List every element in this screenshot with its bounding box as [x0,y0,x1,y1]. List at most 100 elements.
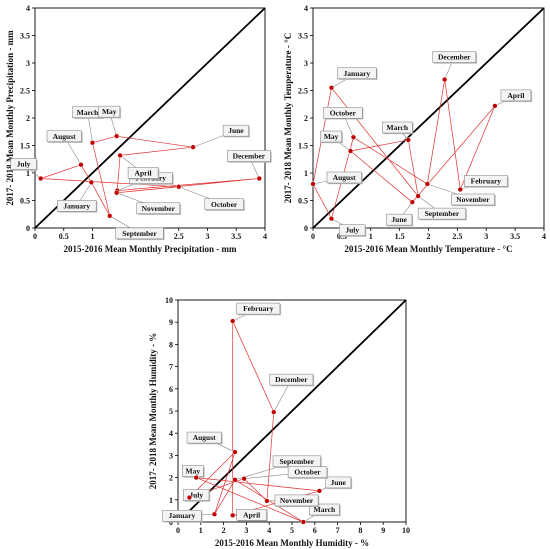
x-tick-label: 9 [381,526,385,535]
data-label-november: November [280,496,314,505]
callout-box-april [127,167,159,179]
y-tick-label: 0 [26,224,30,233]
data-label-september: September [280,457,315,466]
callout-box-february [464,175,508,187]
data-point-july [186,494,193,501]
callout-box-march [309,503,340,516]
humidity-chart: 0 1 2 3 4 5 6 7 8 9 10 0 1 2 3 4 5 6 7 8 9 10 2015-2016 Mean M… [148,296,410,548]
data-label-november: November [456,195,490,204]
temperature-chart: 00.511.522.533.5400.511.522.533.542015-2… [283,4,546,254]
callout-box-june [386,213,413,226]
callout-box-october [204,198,244,210]
data-point-june [409,199,415,205]
y-tick-label: 0 [304,224,308,233]
data-point-august [232,449,238,455]
data-label-december: December [233,152,266,161]
y-tick-label: 1.5 [298,142,308,151]
y-tick-label: 2 [169,474,173,483]
y-tick-label: 8 [169,340,173,349]
data-label-january: January [344,69,371,78]
callout-box-november [136,202,181,215]
x-tick-label: 3 [244,526,248,535]
y-tick-label: 3 [26,59,30,68]
data-point-december [442,76,448,83]
callout-box-january [57,200,97,212]
x-tick-label: 1.5 [395,232,405,241]
x-tick-label: 3 [484,232,488,241]
y-tick-label: 2.5 [20,87,30,96]
x-tick-label: 3.5 [510,232,520,241]
data-label-december: December [438,53,471,62]
data-point-april [230,512,236,518]
y-tick-label: 0.5 [20,197,30,206]
x-tick-label: 0.5 [59,232,69,241]
callout-box-november [451,193,495,206]
callout-box-september [417,207,466,220]
data-point-december [271,409,277,415]
x-tick-label: 2 [222,526,226,535]
data-label-may: May [324,132,339,141]
data-point-may [114,133,120,139]
data-point-september [415,193,421,199]
callout-box-july [10,158,37,170]
x-axis-title: 2015-2016 Mean Monthly Precipitation - m… [63,244,237,254]
callout-box-september [115,227,164,240]
data-label-november: November [142,204,176,213]
y-tick-label: 9 [169,318,173,327]
callout-box-august [46,130,82,142]
y-tick-label: 2 [304,114,308,123]
data-point-january [211,511,218,517]
y-tick-label: 2 [26,114,30,123]
x-tick-label: 5 [290,526,294,535]
data-point-march [405,137,411,143]
data-point-july [328,216,335,222]
callout-box-february [236,302,281,315]
data-point-june [316,488,323,494]
data-label-april: April [135,168,152,177]
data-label-june: June [391,215,407,224]
data-point-may [193,474,199,481]
data-label-october: October [294,468,321,477]
data-label-july: July [17,160,31,169]
data-label-august: August [333,173,356,182]
x-tick-label: 0 [176,526,180,535]
data-label-may: May [102,107,117,116]
y-tick-label: 0.5 [298,197,308,206]
y-tick-label: 1 [26,169,30,178]
data-label-august: August [193,433,216,442]
callout-box-october [323,107,363,119]
callout-box-november [274,494,319,507]
data-label-september: September [122,229,157,238]
data-point-january [328,85,335,91]
data-label-september: September [425,209,460,218]
y-tick-label: 6 [169,385,173,394]
data-point-october [241,476,247,482]
callout-box-december [227,150,271,162]
callout-box-january [337,67,377,79]
x-tick-label: 10 [402,526,410,535]
data-point-october [350,134,357,140]
x-tick-label: 4 [263,232,267,241]
x-tick-label: 2.5 [452,232,462,241]
data-point-september [107,213,113,219]
data-label-july: July [189,491,203,500]
reference-line [177,299,407,523]
data-label-january: January [169,511,196,520]
data-point-august [310,181,316,187]
x-tick-label: 1 [369,232,373,241]
data-label-june: June [330,478,346,487]
x-tick-label: 7 [336,526,340,535]
callout-box-may [320,130,342,143]
data-point-december [256,175,262,182]
data-label-october: October [211,200,238,209]
y-tick-label: 4 [304,4,308,13]
data-label-march: March [77,108,99,117]
callout-box-august [326,171,362,184]
data-label-december: December [275,375,308,384]
callout-box-may [98,105,121,118]
y-tick-label: 4 [26,4,30,13]
data-label-october: October [330,108,357,117]
data-point-april [117,152,123,159]
callout-box-june [325,476,352,489]
